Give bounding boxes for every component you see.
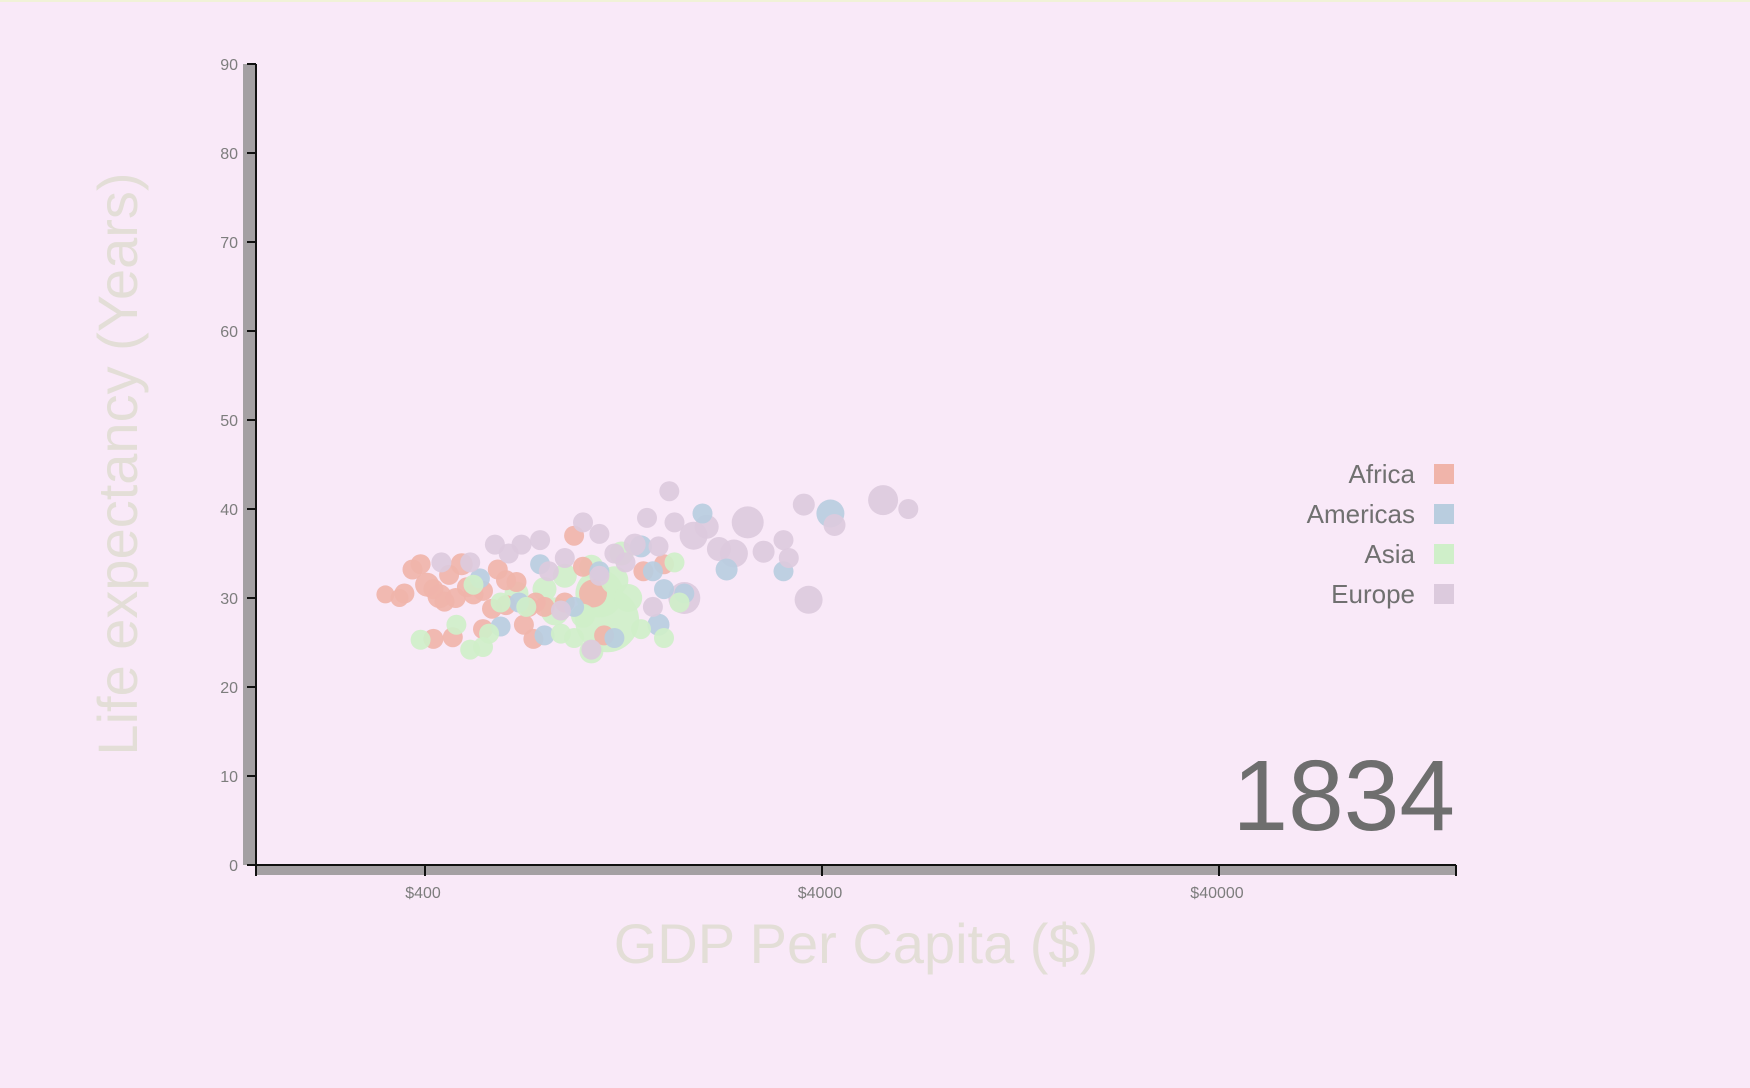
bubble-europe	[773, 530, 794, 551]
y-tick-label: 40	[220, 502, 238, 519]
y-tick-label: 10	[220, 769, 238, 786]
bubble-asia	[463, 574, 484, 595]
bubble-europe	[778, 548, 799, 568]
legend-label-americas: Americas	[1307, 499, 1415, 529]
bubble-africa	[513, 614, 534, 635]
bubble-europe	[868, 485, 899, 516]
bubble-europe	[615, 552, 636, 573]
legend: Africa Americas Asia Europe	[1307, 459, 1454, 609]
bubble-asia	[490, 592, 511, 613]
bubble-asia	[654, 628, 674, 648]
bubble-africa	[534, 596, 555, 617]
bubble-africa	[579, 579, 607, 608]
bubble-europe	[648, 536, 669, 557]
y-axis: 0 10 20 30 40 50 60 70 80 90	[220, 57, 257, 875]
legend-swatch-asia	[1434, 544, 1454, 564]
y-tick-label: 0	[229, 858, 238, 875]
bubble-europe	[589, 565, 610, 586]
x-tick-label: $400	[405, 885, 441, 902]
y-tick-label: 90	[220, 57, 238, 74]
y-tick-label: 50	[220, 413, 238, 430]
bubble-europe	[431, 552, 452, 573]
y-axis-bar	[243, 64, 256, 865]
bubble-americas	[534, 625, 555, 646]
legend-label-asia: Asia	[1364, 539, 1415, 569]
bubble-europe	[623, 533, 646, 556]
bubble-africa	[376, 585, 395, 604]
x-axis: $400 $4000 $40000	[254, 864, 1457, 902]
bubble-africa	[573, 556, 593, 577]
bubble-asia	[516, 596, 537, 617]
bubble-europe	[823, 514, 846, 536]
x-tick-label: $4000	[798, 885, 843, 902]
bubble-asia	[552, 563, 577, 588]
bubble-asia	[564, 628, 585, 648]
bubble-europe	[573, 512, 593, 533]
bubble-europe	[664, 512, 685, 533]
bubbles-layer	[376, 481, 919, 664]
bubble-asia	[446, 614, 467, 635]
bubble-europe	[581, 639, 602, 660]
x-tick-label: $40000	[1190, 885, 1243, 902]
bubble-europe	[550, 600, 571, 621]
bubble-africa	[496, 570, 516, 591]
bubble-americas	[604, 628, 625, 648]
bubble-asia	[669, 592, 690, 613]
y-tick-label: 60	[220, 324, 238, 341]
bubble-europe	[460, 552, 481, 573]
x-axis-bar	[256, 865, 1456, 875]
year-label: 1834	[1233, 740, 1455, 852]
y-tick-label: 80	[220, 146, 238, 163]
legend-label-europe: Europe	[1331, 579, 1415, 609]
bubble-americas	[642, 561, 663, 582]
legend-label-africa: Africa	[1349, 459, 1416, 489]
bubble-asia	[631, 619, 651, 640]
top-border	[0, 0, 1750, 2]
bubble-europe	[731, 506, 764, 539]
bubble-europe	[792, 493, 815, 516]
legend-swatch-europe	[1434, 584, 1454, 604]
bubble-europe	[706, 537, 731, 561]
bubble-asia	[479, 623, 500, 644]
y-tick-label: 20	[220, 680, 238, 697]
bubble-asia	[664, 552, 685, 573]
bubble-europe	[898, 499, 919, 519]
bubble-americas	[654, 579, 674, 600]
bubble-americas	[715, 558, 738, 581]
legend-swatch-americas	[1434, 504, 1454, 524]
bubble-europe	[554, 548, 575, 568]
y-axis-title: Life expectancy (Years)	[86, 172, 149, 755]
bubble-asia	[410, 629, 431, 650]
y-tick-label: 30	[220, 591, 238, 608]
bubble-europe	[538, 561, 559, 582]
bubble-europe	[530, 530, 551, 551]
bubble-asia	[614, 584, 643, 612]
bubble-europe	[589, 523, 610, 544]
bubble-europe	[752, 540, 775, 563]
bubble-europe	[659, 481, 680, 502]
bubble-africa	[390, 589, 409, 607]
bubble-europe	[511, 534, 532, 555]
y-tick-label: 70	[220, 235, 238, 252]
bubble-europe	[794, 585, 823, 614]
bubble-americas	[692, 503, 713, 524]
bubble-europe	[637, 507, 657, 528]
legend-swatch-africa	[1434, 464, 1454, 484]
x-axis-title: GDP Per Capita ($)	[614, 912, 1098, 975]
bubble-europe	[642, 596, 663, 617]
bubble-africa	[410, 554, 431, 575]
